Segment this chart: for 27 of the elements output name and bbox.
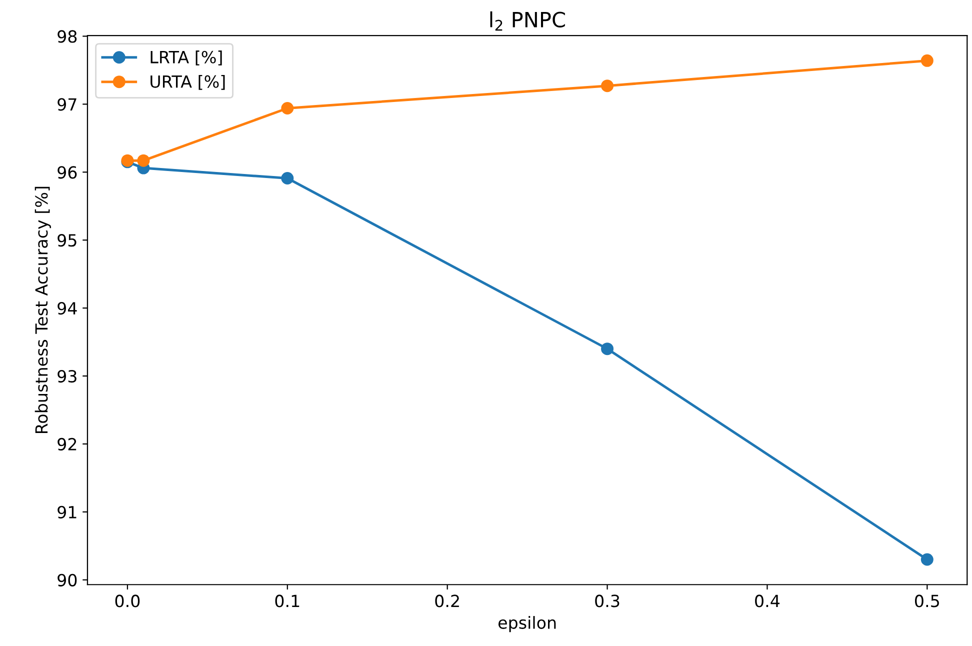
point: [601, 80, 614, 92]
y-tick-label: 98: [58, 30, 77, 43]
y-tick-label: 94: [58, 302, 77, 315]
y-tick-label: 97: [58, 98, 76, 111]
point: [601, 342, 614, 356]
x-tick-label: 0.2: [435, 594, 459, 608]
x-axis-title: epsilon: [498, 616, 556, 632]
point: [281, 172, 294, 184]
point: [920, 54, 934, 67]
legend-label: URTA [%]: [150, 74, 225, 90]
y-tick-label: 90: [58, 574, 77, 586]
x-tick-label: 0.3: [595, 594, 620, 608]
y-axis-title: Robustness Test Accuracy [%]: [34, 186, 51, 434]
legend-label: LRTA [%]: [150, 50, 222, 66]
chart-title: l$_{2}$ PNPC: [490, 11, 565, 31]
y-tick-label: 91: [58, 506, 76, 518]
x-tick-label: 0.1: [275, 594, 300, 608]
y-tick-label: 95: [58, 234, 76, 247]
point: [281, 102, 294, 114]
x-tick-label: 0.4: [755, 594, 780, 608]
x-tick-label: 0.0: [115, 594, 140, 608]
point: [137, 154, 150, 167]
y-tick-label: 96: [58, 166, 77, 179]
point: [920, 553, 934, 566]
y-tick-label: 93: [58, 370, 76, 383]
x-tick-label: 0.5: [915, 594, 939, 608]
y-tick-label: 92: [58, 438, 76, 451]
